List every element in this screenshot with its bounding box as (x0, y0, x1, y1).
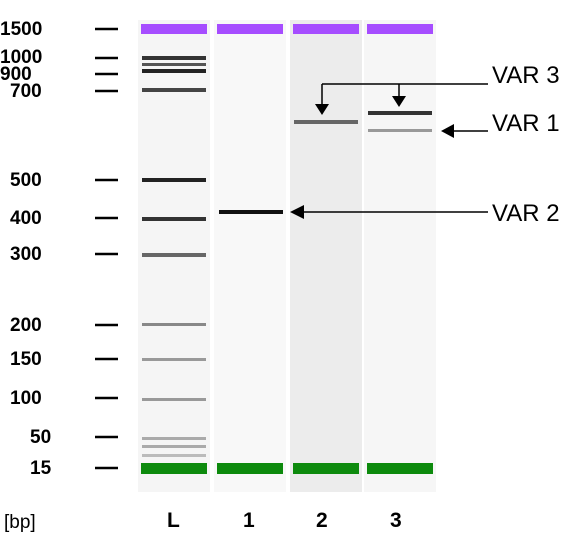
ladder-band (142, 445, 206, 448)
marker-label: 15 (30, 458, 52, 479)
var3-arrowhead-lane3 (392, 96, 406, 107)
ladder-band (142, 63, 206, 66)
ladder-band (142, 56, 206, 60)
marker-label: 200 (10, 315, 42, 336)
ladder-band (142, 398, 206, 401)
size-marker-axis: 1500 1000 900 700 500 400 300 200 150 10… (0, 19, 118, 479)
upper-marker-row (141, 24, 433, 34)
ladder-lane-bands (142, 56, 206, 457)
marker-label: 700 (10, 81, 42, 102)
ladder-band (142, 88, 206, 92)
marker-label: 100 (10, 388, 42, 409)
lane-label-l: L (167, 509, 180, 532)
marker-label: 50 (30, 427, 51, 448)
marker-label: 1500 (0, 19, 42, 40)
upper-marker-band (141, 24, 207, 34)
lane-1-band (219, 210, 283, 214)
upper-marker-band (217, 24, 283, 34)
marker-label: 900 (0, 64, 32, 85)
var2-label: VAR 2 (492, 200, 560, 227)
lane-label-3: 3 (390, 509, 402, 532)
marker-label: 500 (10, 170, 42, 191)
lane-background-2 (290, 20, 362, 492)
marker-label: 300 (10, 244, 42, 265)
lane-label-1: 1 (243, 509, 255, 532)
lower-marker-row (141, 463, 433, 474)
var3-label: VAR 3 (492, 62, 560, 89)
ladder-band (142, 178, 206, 182)
lane-2-band (294, 120, 358, 124)
ladder-band (142, 217, 206, 221)
lane-3-band (368, 129, 432, 132)
ladder-band (142, 358, 206, 361)
var1-label: VAR 1 (492, 110, 560, 137)
var1-arrowhead (441, 124, 454, 138)
lane-3-band (368, 111, 432, 115)
marker-label: 150 (10, 349, 42, 370)
ladder-band (142, 323, 206, 326)
unit-label: [bp] (4, 512, 36, 533)
lower-marker-band (141, 463, 207, 474)
lane-label-2: 2 (316, 509, 328, 532)
ladder-band (142, 69, 206, 73)
upper-marker-band (293, 24, 359, 34)
ladder-band (142, 437, 206, 440)
lower-marker-band (367, 463, 433, 474)
upper-marker-band (367, 24, 433, 34)
marker-label: 400 (10, 208, 42, 229)
lower-marker-band (293, 463, 359, 474)
lower-marker-band (217, 463, 283, 474)
ladder-band (142, 253, 206, 257)
annotation-arrows (290, 83, 488, 219)
lane-background-1 (214, 20, 286, 492)
ladder-band (142, 454, 206, 457)
marker-label: 1000 (0, 47, 42, 68)
lane-background-3 (364, 20, 436, 492)
var3-arrowhead-lane2 (315, 104, 329, 115)
var2-arrowhead (290, 205, 304, 219)
